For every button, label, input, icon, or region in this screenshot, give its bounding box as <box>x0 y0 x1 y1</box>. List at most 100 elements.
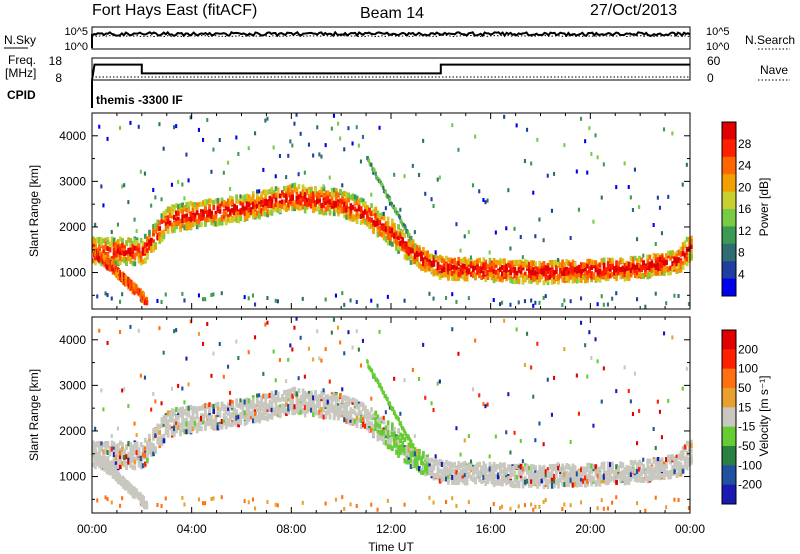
scatter-cell <box>625 273 629 279</box>
scatter-cell <box>291 393 294 399</box>
scatter-cell <box>457 479 461 485</box>
scatter-cell <box>256 400 259 406</box>
scatter-cell <box>119 243 122 249</box>
scatter-cell <box>95 247 98 253</box>
scatter-cell <box>580 473 583 478</box>
scatter-cell <box>459 271 463 277</box>
scatter-cell <box>382 429 386 435</box>
scatter-cell <box>403 298 406 303</box>
scatter-cell <box>334 400 338 406</box>
scatter-cell <box>451 123 454 128</box>
scatter-cell <box>546 266 550 272</box>
scatter-cell <box>517 261 521 267</box>
scatter-cell <box>189 319 192 324</box>
scatter-cell <box>183 502 186 507</box>
scatter-cell <box>128 278 131 284</box>
scatter-cell <box>283 390 286 395</box>
scatter-cell <box>102 253 105 259</box>
scatter-cell <box>235 211 238 217</box>
scatter-cell <box>690 244 693 250</box>
scatter-cell <box>301 500 304 505</box>
scatter-cell <box>241 197 245 203</box>
scatter-cell <box>445 500 448 504</box>
scatter-cell <box>233 207 236 213</box>
scatter-cell <box>492 461 496 467</box>
scatter-cell <box>146 451 149 457</box>
scatter-cell <box>138 288 141 294</box>
scatter-cell <box>499 276 502 282</box>
scatter-cell <box>197 222 201 228</box>
scatter-cell <box>484 466 488 472</box>
scatter-cell <box>492 479 496 485</box>
scatter-cell <box>175 428 178 434</box>
scatter-cell <box>185 406 189 412</box>
scatter-cell <box>247 207 251 213</box>
scatter-cell <box>227 410 230 416</box>
scatter-cell <box>129 442 133 448</box>
scatter-cell <box>374 426 378 432</box>
scatter-cell <box>534 465 537 471</box>
scatter-cell <box>432 500 435 505</box>
scatter-cell <box>332 396 336 402</box>
scatter-cell <box>283 202 286 208</box>
scatter-cell <box>177 221 180 226</box>
scatter-cell <box>436 469 440 475</box>
scatter-cell <box>162 234 166 240</box>
scatter-cell <box>521 278 525 284</box>
scatter-cell <box>216 410 220 416</box>
scatter-cell <box>119 125 122 130</box>
scatter-cell <box>509 464 513 470</box>
scatter-cell <box>245 402 249 408</box>
scatter-cell <box>546 467 550 473</box>
scatter-cell <box>482 270 486 276</box>
scatter-cell <box>407 448 411 454</box>
scatter-cell <box>652 254 656 260</box>
scatter-cell <box>239 196 243 202</box>
scatter-cell <box>121 250 124 256</box>
scatter-cell <box>256 189 259 194</box>
scatter-cell <box>297 376 300 381</box>
scatter-cell <box>220 215 224 220</box>
scatter-cell <box>116 426 119 431</box>
scatter-cell <box>598 277 602 283</box>
scatter-cell <box>191 426 195 432</box>
scatter-cell <box>110 440 114 446</box>
scatter-cell <box>187 408 191 414</box>
scatter-cell <box>384 236 388 241</box>
scatter-cell <box>106 497 109 502</box>
scatter-cell <box>573 261 577 267</box>
scatter-cell <box>314 391 317 397</box>
scatter-cell <box>130 284 133 290</box>
scatter-cell <box>143 375 146 380</box>
scatter-cell <box>488 262 492 268</box>
scatter-cell <box>200 415 203 421</box>
power-ylabel: Slant Range [km] <box>27 165 41 257</box>
scatter-cell <box>258 393 261 398</box>
scatter-cell <box>492 264 496 270</box>
scatter-cell <box>332 412 336 418</box>
scatter-cell <box>469 255 472 260</box>
scatter-cell <box>92 258 95 264</box>
scatter-cell <box>663 266 666 272</box>
scatter-cell <box>195 406 199 412</box>
scatter-cell <box>596 302 599 307</box>
scatter-cell <box>410 236 413 241</box>
scatter-cell <box>121 446 124 452</box>
scatter-cell <box>303 201 307 206</box>
scatter-cell <box>129 258 133 264</box>
scatter-cell <box>258 410 261 416</box>
scatter-cell <box>553 466 556 472</box>
scatter-cell <box>484 270 488 276</box>
scatter-cell <box>393 222 396 228</box>
scatter-cell <box>442 462 446 468</box>
scatter-cell <box>116 244 120 250</box>
scatter-cell <box>411 461 415 467</box>
scatter-cell <box>633 255 637 261</box>
scatter-cell <box>582 262 585 268</box>
scatter-cell <box>451 292 454 297</box>
scatter-cell <box>359 410 363 416</box>
scatter-cell <box>609 258 612 264</box>
scatter-cell <box>243 198 247 204</box>
scatter-cell <box>397 439 400 444</box>
scatter-cell <box>166 219 170 225</box>
